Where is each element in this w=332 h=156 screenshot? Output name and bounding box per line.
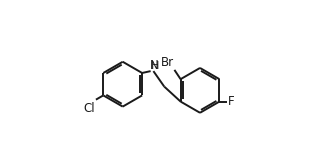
Text: Cl: Cl xyxy=(84,102,95,115)
Text: Br: Br xyxy=(160,56,174,69)
Text: F: F xyxy=(228,95,234,108)
Text: H: H xyxy=(151,61,159,71)
Text: N: N xyxy=(150,59,159,72)
